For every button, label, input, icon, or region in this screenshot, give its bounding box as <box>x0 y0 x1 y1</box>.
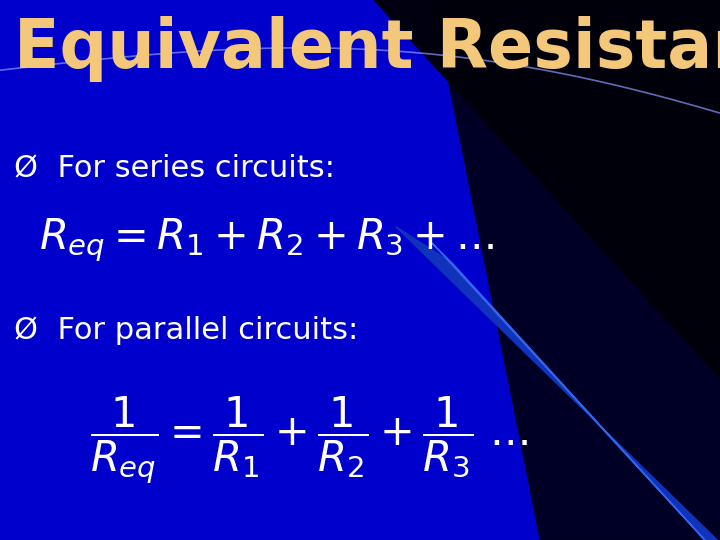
Polygon shape <box>396 227 720 540</box>
Text: Ø  For series circuits:: Ø For series circuits: <box>14 154 336 183</box>
Polygon shape <box>432 243 720 540</box>
Polygon shape <box>374 0 720 378</box>
Text: Equivalent Resistance: Equivalent Resistance <box>14 16 720 82</box>
Text: Ø  For parallel circuits:: Ø For parallel circuits: <box>14 316 359 345</box>
Text: $R_{eq} = R_1 + R_2 + R_3 + \ldots$: $R_{eq} = R_1 + R_2 + R_3 + \ldots$ <box>39 216 494 264</box>
Text: $\dfrac{1}{R_{eq}} = \dfrac{1}{R_1} + \dfrac{1}{R_2} + \dfrac{1}{R_3}\ \ldots$: $\dfrac{1}{R_{eq}} = \dfrac{1}{R_1} + \d… <box>90 394 529 486</box>
Polygon shape <box>432 0 720 540</box>
